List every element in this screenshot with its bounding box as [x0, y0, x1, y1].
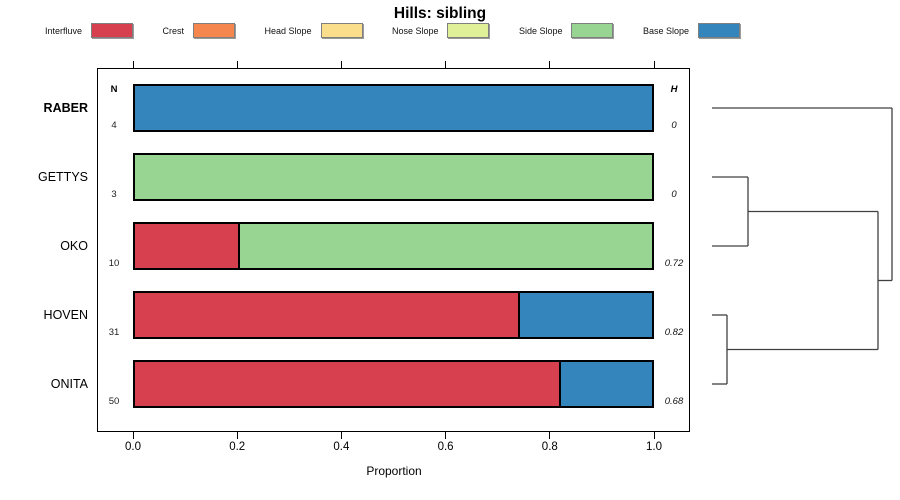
bar-segment-interfluve [135, 362, 559, 406]
legend-item-interfluve: Interfluve [45, 23, 134, 38]
n-value-gettys: 3 [111, 189, 117, 200]
x-axis-tick-bottom [445, 432, 447, 439]
bar-segment-interfluve [135, 224, 239, 268]
legend-item-base-slope: Base Slope [643, 23, 740, 38]
bar-segment-side-slope [238, 224, 652, 268]
n-value-raber: 4 [111, 120, 117, 131]
legend-item-nose-slope: Nose Slope [392, 23, 490, 38]
bar-segment-base-slope [558, 362, 652, 406]
legend-item-side-slope: Side Slope [519, 23, 614, 38]
legend-item-head-slope: Head Slope [264, 23, 363, 38]
x-axis-tick-bottom [653, 432, 655, 439]
x-tick-label: 0.4 [333, 441, 350, 453]
legend-swatch [697, 23, 740, 38]
n-column-header: N [110, 84, 118, 95]
bar-segment-base-slope [135, 86, 652, 130]
x-axis-tick-bottom [549, 432, 551, 439]
legend-label: Nose Slope [391, 25, 439, 36]
legend-swatch [193, 23, 235, 38]
legend-label: Base Slope [642, 25, 689, 36]
x-axis-label: Proportion [366, 464, 422, 478]
x-tick-label: 0.6 [437, 441, 454, 453]
legend-swatch [447, 23, 490, 38]
x-axis-tick-bottom [236, 432, 238, 439]
legend-label: Interfluve [45, 25, 83, 36]
x-tick-label: 0.0 [125, 441, 141, 453]
n-value-hoven: 31 [108, 327, 120, 338]
legend-item-crest: Crest [162, 23, 235, 38]
h-column-header: H [670, 84, 678, 95]
x-axis-tick-top [132, 61, 134, 68]
h-value-oko: 0.72 [664, 258, 684, 269]
n-value-oko: 10 [108, 258, 120, 269]
x-axis-tick-top [549, 61, 551, 68]
h-value-raber: 0 [671, 120, 677, 131]
legend-swatch [571, 23, 614, 38]
h-value-gettys: 0 [671, 189, 677, 200]
h-value-onita: 0.68 [664, 396, 684, 407]
row-label-onita: ONITA [50, 377, 88, 391]
n-value-onita: 50 [108, 396, 120, 407]
row-label-raber: RABER [43, 101, 88, 115]
x-axis-tick-top [653, 61, 655, 68]
stacked-bar-raber [133, 84, 654, 132]
row-label-gettys: GETTYS [37, 170, 88, 184]
legend: Interfluve Crest Head Slope Nose Slope Side … [45, 23, 740, 38]
x-tick-label: 1.0 [646, 441, 662, 453]
legend-label: Side Slope [518, 25, 563, 36]
chart-title: Hills: sibling [393, 5, 487, 22]
legend-label: Crest [162, 25, 184, 36]
stacked-bar-hoven [133, 291, 654, 339]
h-value-hoven: 0.82 [664, 327, 684, 338]
x-axis-tick-top [445, 61, 447, 68]
bar-segment-side-slope [135, 155, 652, 199]
x-tick-label: 0.8 [541, 441, 558, 453]
x-axis-tick-bottom [132, 432, 134, 439]
plot-area [97, 68, 690, 432]
x-axis-tick-top [236, 61, 238, 68]
row-label-hoven: HOVEN [43, 308, 88, 322]
stacked-bar-gettys [133, 153, 654, 201]
stacked-bar-onita [133, 360, 654, 408]
legend-swatch [91, 23, 134, 38]
row-label-oko: OKO [60, 239, 88, 253]
stacked-bar-oko [133, 222, 654, 270]
x-axis-tick-bottom [340, 432, 343, 439]
x-axis-tick-top [340, 61, 343, 68]
legend-label: Head Slope [264, 25, 312, 36]
bar-segment-interfluve [135, 293, 518, 337]
x-tick-label: 0.2 [229, 441, 246, 453]
bar-segment-base-slope [517, 293, 652, 337]
legend-swatch [320, 23, 363, 38]
